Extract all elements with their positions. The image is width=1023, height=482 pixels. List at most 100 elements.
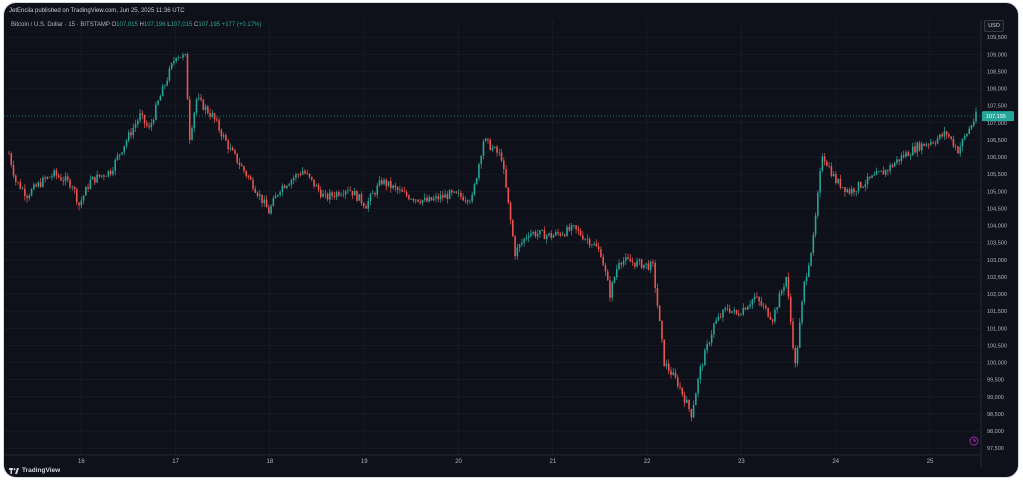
candle-body xyxy=(466,200,469,202)
candle-body xyxy=(794,347,797,364)
candle-body xyxy=(717,316,720,321)
candle-body xyxy=(177,57,180,58)
price-tick-label: 109,000 xyxy=(987,52,1007,58)
candle-body xyxy=(796,347,799,364)
candle-body xyxy=(756,296,758,298)
candle-body xyxy=(134,124,137,128)
candle-body xyxy=(663,339,666,367)
candle-body xyxy=(975,111,977,122)
candle-body xyxy=(33,184,35,190)
candle-body xyxy=(792,321,794,348)
replay-clock-icon[interactable] xyxy=(969,436,979,446)
candle-body xyxy=(636,260,638,267)
candle-body xyxy=(478,164,480,179)
tradingview-brand[interactable]: TradingView xyxy=(9,467,60,474)
candle-body xyxy=(338,192,340,196)
candle-body xyxy=(749,304,751,307)
candle-body xyxy=(848,189,851,194)
candle-body xyxy=(688,400,690,410)
chart-canvas[interactable]: 109,500 109,000 108,500 108,000 107,500 107,0… xyxy=(4,3,1018,477)
candle-body xyxy=(71,186,74,188)
candle-body xyxy=(539,230,541,235)
candle-body xyxy=(828,166,830,167)
candle-body xyxy=(498,152,501,154)
candle-body xyxy=(548,233,550,236)
candle-body xyxy=(362,203,365,207)
candle-body xyxy=(649,261,652,270)
candle-body xyxy=(588,239,591,246)
candle-body xyxy=(423,197,426,201)
candle-body xyxy=(281,185,284,192)
candle-body xyxy=(753,296,756,300)
candle-body xyxy=(353,190,356,196)
time-tick-label: 21 xyxy=(550,459,557,465)
candle-body xyxy=(719,316,722,318)
candle-body xyxy=(150,123,153,128)
candle-body xyxy=(329,192,331,200)
low-value: 107,015 xyxy=(170,22,193,28)
candle-body xyxy=(778,293,781,308)
candle-body xyxy=(188,99,191,140)
candle-body xyxy=(661,321,663,340)
candle-body xyxy=(647,263,650,270)
candle-body xyxy=(814,215,817,235)
candle-body xyxy=(57,175,60,178)
candle-body xyxy=(602,257,604,266)
candle-body xyxy=(130,132,132,136)
candle-body xyxy=(620,262,623,265)
candle-body xyxy=(197,97,200,99)
high-value: 107,196 xyxy=(143,22,166,28)
price-tick-label: 100,500 xyxy=(987,343,1007,349)
candle-body xyxy=(884,169,887,175)
candle-body xyxy=(914,146,916,153)
candle-body xyxy=(966,133,968,137)
candle-body xyxy=(570,225,573,231)
candle-body xyxy=(164,85,166,87)
candle-body xyxy=(159,95,162,101)
candle-body xyxy=(238,162,241,166)
candle-body xyxy=(930,142,932,145)
price-tick-label: 99,000 xyxy=(987,395,1004,401)
candle-body xyxy=(801,301,803,323)
candle-body xyxy=(798,322,801,348)
candle-body xyxy=(66,176,69,180)
candle-body xyxy=(10,153,13,165)
candle-body xyxy=(724,308,727,310)
candle-body xyxy=(116,155,119,160)
candle-body xyxy=(410,199,412,200)
candle-body xyxy=(629,258,632,262)
candle-body xyxy=(392,185,394,189)
price-tick-label: 108,000 xyxy=(987,87,1007,93)
publish-info-text: JetEncila published on TradingView.com, … xyxy=(9,8,185,14)
candle-body xyxy=(819,171,821,193)
candle-body xyxy=(170,63,173,69)
candle-body xyxy=(821,156,824,172)
currency-button[interactable]: USD xyxy=(984,20,1004,32)
candle-body xyxy=(853,188,855,193)
candle-body xyxy=(916,142,919,153)
candle-body xyxy=(939,134,941,139)
candle-body xyxy=(774,309,776,322)
candle-body xyxy=(435,196,437,199)
candle-body xyxy=(277,194,279,196)
candle-body xyxy=(62,180,65,182)
candle-body xyxy=(236,153,238,163)
candle-body xyxy=(17,181,19,183)
candle-body xyxy=(288,184,290,186)
candle-body xyxy=(530,233,532,236)
candle-body xyxy=(78,202,80,206)
symbol-title[interactable]: Bitcoin / U.S. Dollar · 15 · BITSTAMP xyxy=(11,22,110,28)
candle-body xyxy=(679,386,681,388)
candle-body xyxy=(747,306,749,310)
candle-body xyxy=(315,185,318,187)
candle-body xyxy=(351,190,354,196)
candle-body xyxy=(367,200,370,209)
candle-body xyxy=(82,195,85,201)
candle-body xyxy=(615,268,618,278)
candle-body xyxy=(652,261,654,263)
candle-body xyxy=(968,128,971,134)
candle-body xyxy=(803,281,806,302)
candle-body xyxy=(417,199,419,202)
candle-body xyxy=(245,171,248,176)
candle-body xyxy=(383,179,385,184)
